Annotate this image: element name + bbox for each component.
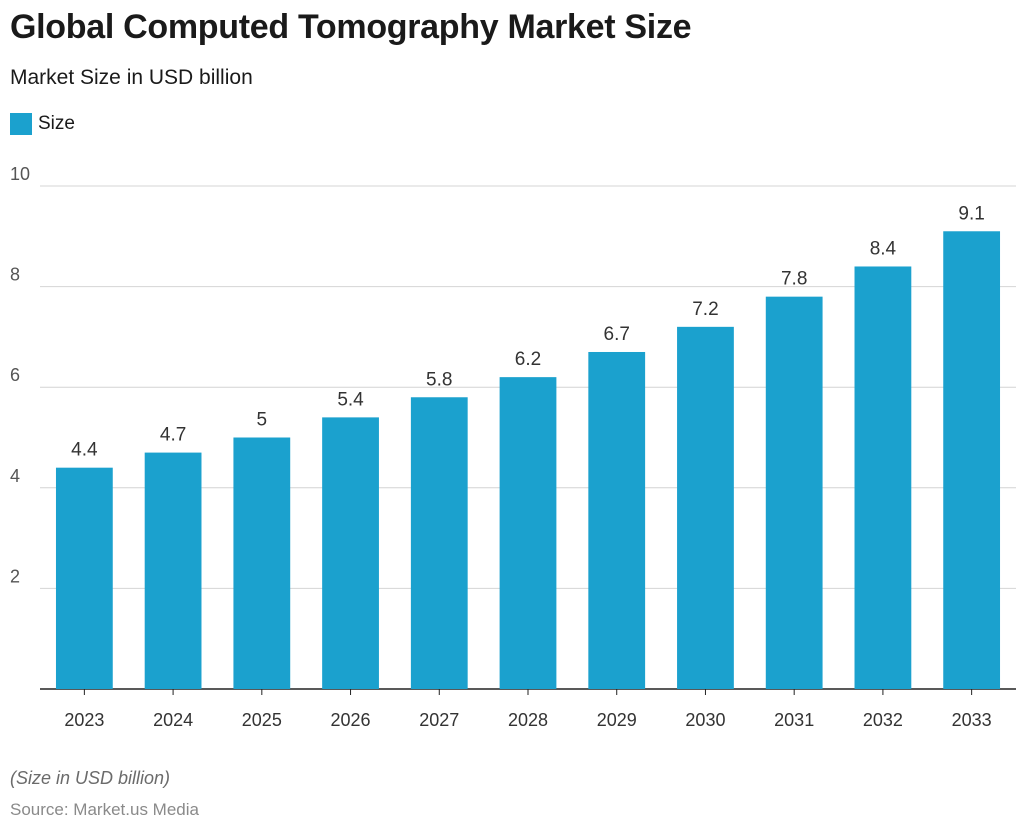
chart-source: Source: Market.us Media <box>10 800 199 819</box>
x-tick-label-2026: 2026 <box>331 710 371 730</box>
x-tick-label-2025: 2025 <box>242 710 282 730</box>
data-label-2029: 6.7 <box>604 324 630 345</box>
bar-2026 <box>322 417 379 689</box>
data-label-2027: 5.8 <box>426 369 452 390</box>
data-label-2023: 4.4 <box>71 440 98 461</box>
label-layer: 4.4 2023 4.7 2024 5 2025 5.4 2026 5.8 2027 6.2 2028… <box>64 203 991 730</box>
data-label-2025: 5 <box>257 410 268 431</box>
bar-2027 <box>410 397 468 689</box>
y-tick-label: 8 <box>10 265 20 285</box>
legend-swatch-size <box>10 113 32 135</box>
data-label-2030: 7.2 <box>692 299 718 320</box>
y-tick-label: 2 <box>10 566 20 586</box>
data-label-2033: 9.1 <box>958 203 984 224</box>
data-label-2024: 4.7 <box>160 425 186 446</box>
y-tick-label: 6 <box>10 365 20 385</box>
bar-2032 <box>854 266 912 689</box>
x-tick-label-2029: 2029 <box>597 710 637 730</box>
x-tick-label-2031: 2031 <box>774 710 814 730</box>
data-label-2026: 5.4 <box>337 389 364 410</box>
x-tick-label-2030: 2030 <box>685 710 725 730</box>
x-tick-label-2028: 2028 <box>508 710 548 730</box>
legend: Size <box>10 113 75 135</box>
bar-2028 <box>499 377 557 689</box>
data-label-2028: 6.2 <box>515 349 541 370</box>
data-label-2032: 8.4 <box>870 238 897 259</box>
x-tick-label-2024: 2024 <box>153 710 193 730</box>
bar-chart: 2 4 6 8 10 4.4 2023 4.7 2024 5 2025 5.4 2026 5.8 2027… <box>10 164 1016 730</box>
y-tick-label: 10 <box>10 164 30 184</box>
chart-note: (Size in USD billion) <box>10 768 171 788</box>
chart-title: Global Computed Tomography Market Size <box>10 8 692 46</box>
bar-2023 <box>55 467 113 689</box>
bar-2031 <box>765 296 823 689</box>
y-tick-label: 4 <box>10 466 20 486</box>
x-tick-label-2027: 2027 <box>419 710 459 730</box>
data-label-2031: 7.8 <box>781 269 807 290</box>
x-tick-label-2023: 2023 <box>64 710 104 730</box>
bar-layer <box>55 231 1001 689</box>
bar-2029 <box>588 351 646 689</box>
legend-label-size: Size <box>38 113 75 134</box>
bar-2033 <box>943 231 1001 689</box>
bar-2024 <box>144 452 202 689</box>
x-tick-label-2033: 2033 <box>952 710 992 730</box>
bar-2030 <box>677 326 734 689</box>
bar-2025 <box>233 437 291 689</box>
x-tick-label-2032: 2032 <box>863 710 903 730</box>
chart-subtitle: Market Size in USD billion <box>10 66 253 89</box>
